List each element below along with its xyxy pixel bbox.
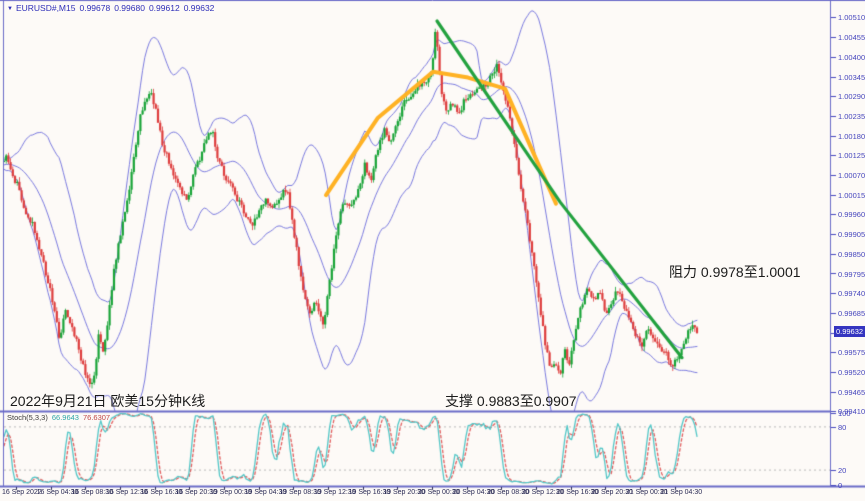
time-axis-label: 16 Sep 04:30 xyxy=(36,489,79,496)
price-axis-label: 0.99905 xyxy=(838,230,865,240)
time-axis-label: 19 Sep 20:30 xyxy=(383,489,425,496)
date-caption: 2022年9月21日 欧美15分钟K线 xyxy=(10,393,206,409)
stoch-axis-label: 0 xyxy=(838,480,843,490)
resistance-annotation[interactable]: 阻力 0.9978至1.0001 xyxy=(669,264,801,280)
price-axis-label: 0.99795 xyxy=(838,269,865,279)
stoch-axis-label: 20 xyxy=(838,466,847,476)
price-axis-label: 0.99740 xyxy=(838,289,865,299)
time-axis-label: 16 Sep 2022 xyxy=(2,489,42,496)
symbol-header[interactable]: ▼ EURUSD#,M15 0.99678 0.99680 0.99612 0.99632 xyxy=(7,3,218,13)
stoch-axis-label: 80 xyxy=(838,422,847,432)
price-axis-label: 0.99850 xyxy=(838,249,865,259)
time-axis-label: 21 Sep 04:30 xyxy=(660,489,703,496)
time-axis-label: 20 Sep 20:30 xyxy=(591,489,633,496)
symbol-label: EURUSD#,M15 xyxy=(15,3,76,13)
price-axis-label: 1.00070 xyxy=(838,171,865,180)
price-axis-label: 1.00345 xyxy=(838,72,865,82)
time-axis-label: 16 Sep 12:30 xyxy=(105,489,148,496)
stoch-d-value: 76.6307 xyxy=(82,413,111,422)
time-axis-label: 19 Sep 00:30 xyxy=(209,489,252,496)
price-axis-label: 0.99465 xyxy=(838,387,865,397)
time-axis-label: 19 Sep 12:30 xyxy=(313,489,356,496)
price-axis-label: 1.00400 xyxy=(838,52,865,62)
stoch-label: Stoch(5,3,3) 66.9643 76.6307 xyxy=(7,413,110,422)
ohlc-close: 0.99632 xyxy=(183,3,215,13)
stoch-axis-label: 100 xyxy=(838,408,851,418)
time-axis-label: 20 Sep 04:30 xyxy=(452,489,495,496)
price-axis-label: 0.99410 xyxy=(838,407,865,417)
price-axis-label: 1.00235 xyxy=(838,111,865,121)
chevron-down-icon[interactable]: ▼ xyxy=(7,6,13,12)
price-axis-label: 0.99685 xyxy=(838,308,865,318)
stoch-name: Stoch(5,3,3) xyxy=(7,413,48,422)
ohlc-low: 0.99612 xyxy=(148,3,180,13)
price-axis-label: 1.00015 xyxy=(838,190,865,200)
time-axis-label: 19 Sep 04:30 xyxy=(244,489,287,496)
stoch-k-value: 66.9643 xyxy=(51,413,79,422)
price-axis-label: 0.99575 xyxy=(838,348,865,358)
time-axis-label: 16 Sep 20:30 xyxy=(175,489,217,496)
time-axis-label: 20 Sep 16:30 xyxy=(556,489,599,496)
time-axis-label: 16 Sep 16:30 xyxy=(140,489,183,496)
support-annotation[interactable]: 支撑 0.9883至0.9907 xyxy=(445,393,577,409)
price-axis-label: 0.99520 xyxy=(838,368,865,377)
ohlc-high: 0.99680 xyxy=(114,3,145,13)
time-axis-label: 21 Sep 00:30 xyxy=(625,489,668,496)
stoch-axis[interactable] xyxy=(830,411,865,487)
ohlc-open: 0.99678 xyxy=(79,3,111,13)
price-axis-label: 1.00125 xyxy=(838,151,865,161)
price-axis-label: 1.00510 xyxy=(838,13,865,23)
current-price-badge: 0.99632 xyxy=(834,326,865,338)
price-axis-label: 1.00455 xyxy=(838,33,865,43)
time-axis-label: 19 Sep 08:30 xyxy=(279,489,321,496)
time-axis-label: 20 Sep 00:30 xyxy=(417,489,460,496)
time-axis-label: 20 Sep 12:30 xyxy=(521,489,564,496)
time-axis-label: 16 Sep 08:30 xyxy=(71,489,113,496)
price-axis-label: 1.00290 xyxy=(838,92,865,102)
price-axis-label: 1.00180 xyxy=(838,131,865,141)
time-axis-label: 19 Sep 16:30 xyxy=(348,489,391,496)
price-axis-label: 0.99960 xyxy=(838,210,865,220)
time-axis-label: 20 Sep 08:30 xyxy=(487,489,529,496)
